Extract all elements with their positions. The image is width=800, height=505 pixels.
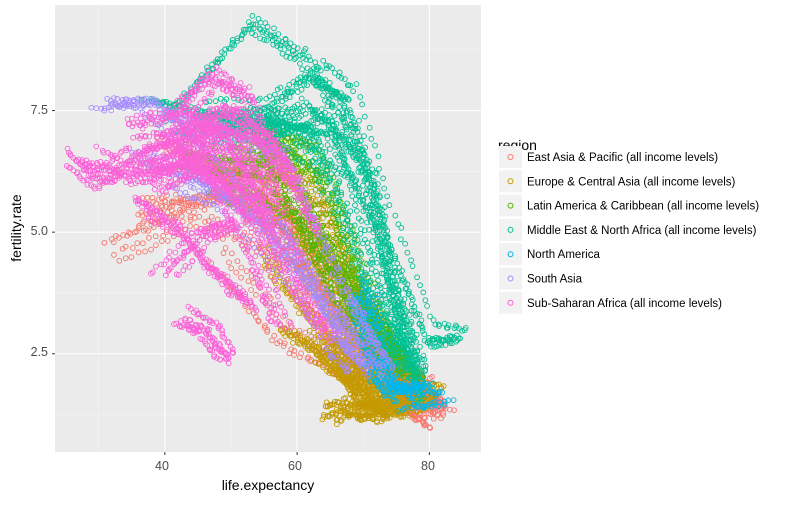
scatter-chart: 40 60 80 2.5 5.0 7.5 life.expectancy fer…	[0, 0, 800, 500]
